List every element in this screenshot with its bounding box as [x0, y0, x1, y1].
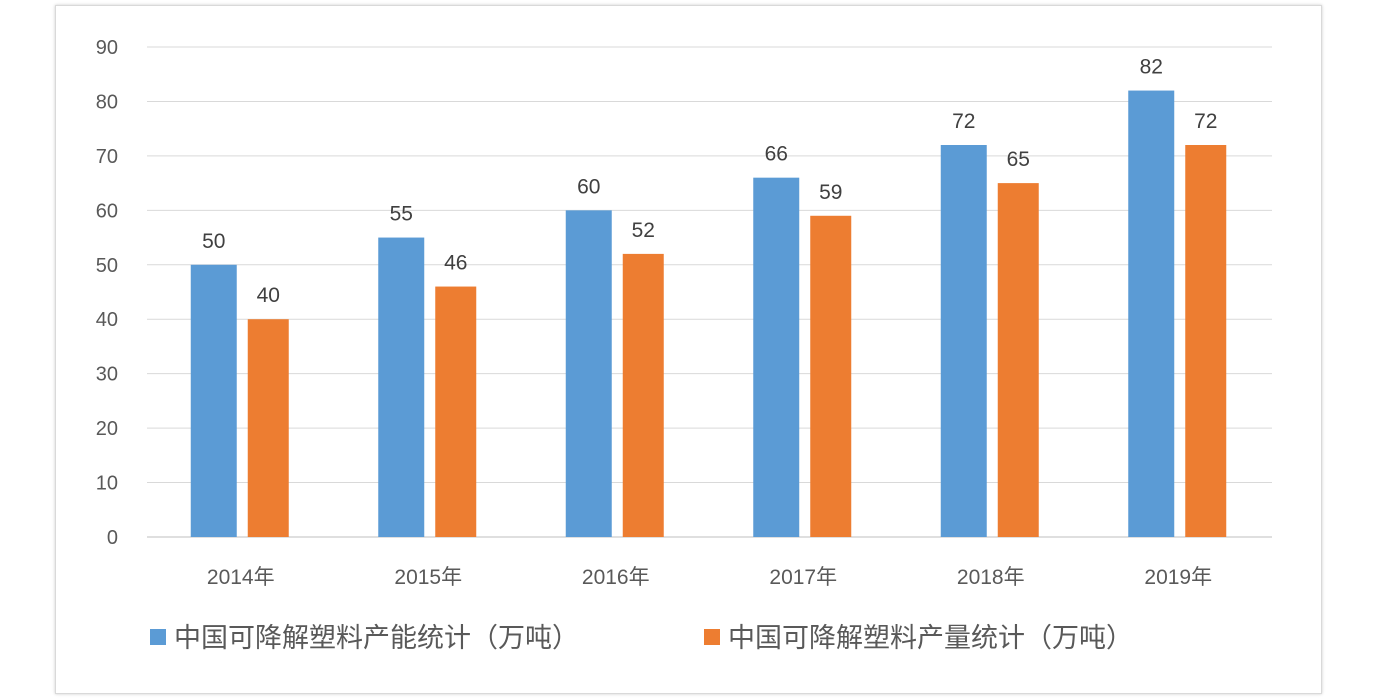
y-tick-label: 80 [96, 91, 118, 113]
bar-output [247, 319, 289, 537]
data-label: 55 [390, 203, 413, 226]
x-tick-label: 2019年 [1144, 566, 1212, 589]
bar-output [435, 286, 477, 537]
y-tick-label: 90 [96, 37, 118, 59]
data-label: 50 [202, 230, 225, 253]
y-tick-label: 70 [96, 146, 118, 168]
bar-output [810, 215, 852, 537]
x-tick-label: 2017年 [769, 566, 837, 589]
bar-capacity [940, 145, 987, 537]
y-tick-label: 10 [96, 473, 118, 495]
data-label: 59 [819, 181, 842, 204]
data-label: 66 [765, 143, 788, 166]
bar-capacity [565, 210, 612, 538]
y-tick-label: 20 [96, 418, 118, 440]
legend-swatch [150, 629, 166, 645]
bar-output [1185, 145, 1227, 537]
legend-label: 中国可降解塑料产能统计（万吨） [174, 623, 579, 653]
bar-output [622, 253, 664, 537]
data-label: 65 [1007, 148, 1030, 171]
data-label: 82 [1140, 56, 1163, 79]
y-tick-label: 0 [107, 527, 118, 549]
legend-swatch [704, 629, 720, 645]
bar-capacity [190, 264, 237, 537]
bar-output [997, 183, 1039, 537]
legend-label: 中国可降解塑料产量统计（万吨） [728, 623, 1133, 653]
data-label: 72 [1194, 110, 1217, 133]
data-label: 52 [632, 219, 655, 242]
x-tick-label: 2016年 [582, 566, 650, 589]
data-label: 46 [444, 252, 467, 275]
y-tick-label: 60 [96, 200, 118, 222]
data-label: 72 [952, 110, 975, 133]
y-tick-label: 30 [96, 364, 118, 386]
x-tick-label: 2015年 [394, 566, 462, 589]
bar-capacity [378, 237, 425, 538]
bar-capacity [1128, 90, 1175, 538]
y-tick-label: 50 [96, 255, 118, 277]
x-tick-label: 2018年 [957, 566, 1025, 589]
bar-capacity [753, 177, 800, 537]
x-tick-label: 2014年 [207, 566, 275, 589]
data-label: 40 [257, 284, 280, 307]
data-label: 60 [577, 175, 600, 198]
y-tick-label: 40 [96, 309, 118, 331]
